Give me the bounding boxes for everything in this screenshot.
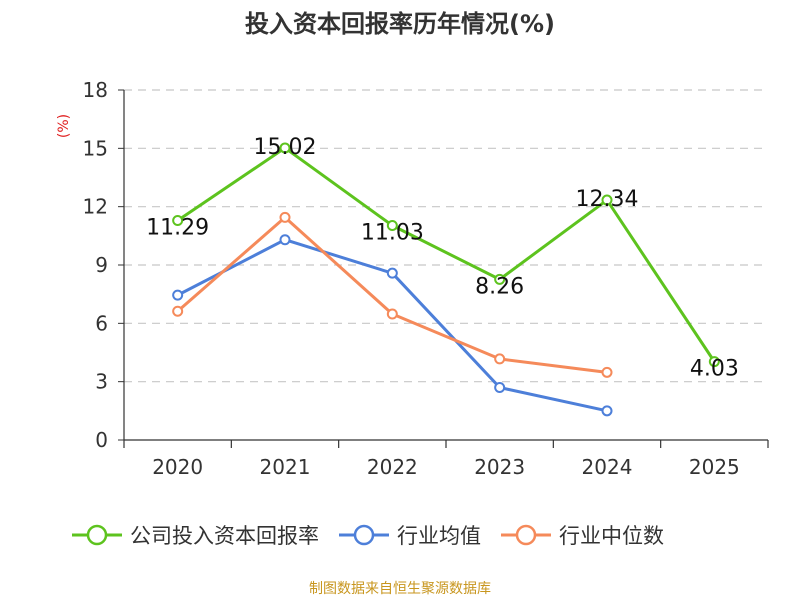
x-tick-label-2023: 2023 [474, 455, 525, 479]
y-tick-label-15: 15 [83, 136, 108, 160]
data-point-s1-2020 [172, 289, 184, 301]
x-tick-label-2022: 2022 [367, 455, 418, 479]
legend-marker-industry-median [501, 524, 551, 546]
data-point-s1-2023 [494, 382, 506, 393]
legend-marker-company [72, 524, 122, 546]
legend-label-industry-mean: 行业均值 [397, 524, 481, 548]
data-label-2024: 12.34 [576, 187, 639, 212]
data-point-s0-2022 [386, 220, 398, 232]
x-tick-label-2021: 2021 [260, 455, 311, 479]
x-tick-label-2020: 2020 [152, 455, 203, 479]
legend-label-industry-median: 行业中位数 [559, 524, 664, 548]
legend-marker-industry-mean [339, 524, 389, 546]
data-label-2023: 8.26 [475, 274, 524, 299]
data-point-s0-2023 [494, 273, 506, 285]
data-point-s2-2021 [279, 211, 291, 223]
data-point-s0-2020 [172, 214, 184, 226]
data-label-2021: 15.02 [254, 135, 317, 160]
legend-label-company: 公司投入资本回报率 [130, 524, 319, 548]
data-label-2020: 11.29 [146, 215, 209, 240]
y-tick-label-12: 12 [83, 195, 108, 219]
y-tick-label-3: 3 [95, 370, 108, 394]
data-point-s0-2025 [708, 356, 720, 368]
y-tick-label-6: 6 [95, 311, 108, 335]
data-point-s1-2024 [601, 405, 613, 417]
y-tick-label-18: 18 [83, 78, 108, 102]
x-tick-label-2025: 2025 [689, 455, 740, 479]
y-axis-unit-label: (%) [56, 114, 72, 138]
data-point-s2-2020 [172, 305, 184, 317]
data-point-s2-2022 [386, 308, 398, 320]
data-point-s1-2021 [279, 234, 291, 246]
data-point-s2-2023 [494, 353, 506, 365]
data-point-s2-2024 [601, 366, 613, 378]
legend-item-industry-mean[interactable]: 行业均值 [339, 520, 481, 550]
legend-item-company[interactable]: 公司投入资本回报率 [72, 520, 319, 550]
series-line-0 [176, 146, 716, 363]
data-label-2022: 11.03 [361, 221, 424, 246]
x-tick-label-2024: 2024 [582, 455, 633, 479]
y-tick-label-9: 9 [95, 253, 108, 277]
chart-legend: 公司投入资本回报率 行业均值 行业中位数 [72, 520, 664, 550]
data-source-note: 制图数据来自恒生聚源数据库 [309, 581, 491, 597]
chart-title: 投入资本回报率历年情况(%) [245, 10, 555, 38]
data-point-s1-2022 [386, 267, 398, 279]
data-point-s0-2024 [601, 194, 613, 206]
data-label-2025: 4.03 [690, 357, 739, 382]
legend-item-industry-median[interactable]: 行业中位数 [501, 520, 664, 550]
y-tick-label-0: 0 [95, 428, 108, 452]
data-point-s0-2021 [279, 142, 291, 154]
